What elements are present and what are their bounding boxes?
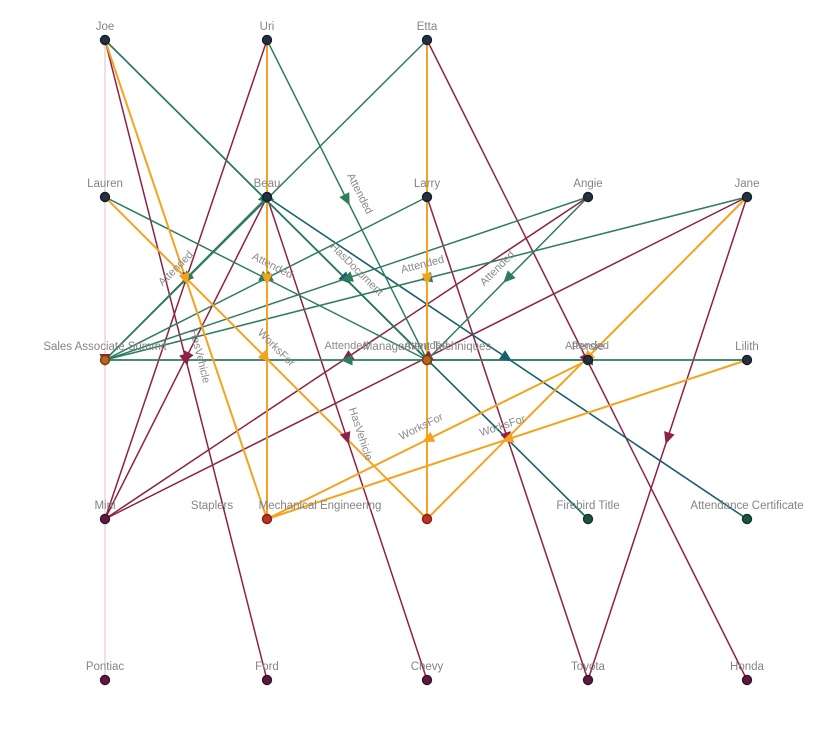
arrowhead-angie-sas [340,271,354,282]
node-label-joe: Joe [96,21,115,33]
node-label-chevy: Chevy [411,661,444,673]
node-mt[interactable] [421,354,433,366]
node-label-attcert: Attendance Certificate [690,500,803,512]
node-label-toyota: Toyota [571,661,605,673]
arrowhead-joe-staplers [178,272,190,286]
node-label-sas: Sales Associate Summit [43,341,167,353]
arrowhead-beau-chevy [339,431,351,445]
node-labels-layer: Joe Uri Etta Lauren Beau Larry Angie Jane Sales … [43,21,803,673]
node-sas[interactable] [99,354,111,366]
node-label-staplers: Staplers [191,500,233,512]
arrowhead-jane-toyota [664,431,675,445]
arrowhead-etta-mecheng [421,273,433,286]
node-persie[interactable] [582,354,594,366]
node-pontiac[interactable] [99,674,111,686]
node-label-firebird: Firebird Title [556,500,619,512]
edge-label-lauren-mt: Attended [250,251,295,282]
node-staplers[interactable] [261,513,273,525]
node-label-persie: Persie [572,341,605,353]
node-label-beau: Beau [254,178,281,190]
node-etta[interactable] [421,34,433,46]
edge-label-persie-staplers: WorksFor [397,411,445,443]
node-firebird[interactable] [582,513,594,525]
node-beau[interactable] [261,191,273,203]
node-label-honda: Honda [730,661,764,673]
arrowhead-persie-sas [340,354,353,366]
nodes-layer [99,34,753,686]
node-label-jane: Jane [735,178,760,190]
edge-label-lauren-mecheng: WorksFor [255,327,297,369]
node-larry[interactable] [421,191,433,203]
node-label-angie: Angie [573,178,602,190]
arrowhead-lauren-mecheng [257,349,271,363]
arrowhead-uri-mt [339,192,350,206]
node-attcert[interactable] [741,513,753,525]
node-toyota[interactable] [582,674,594,686]
node-label-uri: Uri [260,21,275,33]
node-label-lilith: Lilith [735,341,759,353]
node-ford[interactable] [261,674,273,686]
arrowhead-persie-staplers [422,431,436,443]
node-chevy[interactable] [421,674,433,686]
node-lilith[interactable] [741,354,753,366]
node-label-etta: Etta [417,21,438,33]
node-label-mini: Mini [94,500,115,512]
arrowhead-lilith-staplers [501,432,515,443]
node-label-ford: Ford [255,661,279,673]
node-label-mt: Managament Techniques [363,341,492,353]
node-mini[interactable] [99,513,111,525]
edge-label-angie-mt: Attended [478,249,517,289]
edge-label-persie-sas: Attended [324,340,368,352]
node-uri[interactable] [261,34,273,46]
arrowhead-angie-mt [503,270,516,283]
node-angie[interactable] [582,191,594,203]
node-mecheng[interactable] [421,513,433,525]
node-label-mecheng: Mechanical Engineering [259,500,382,512]
arrowhead-uri-staplers [261,273,273,286]
node-jane[interactable] [741,191,753,203]
node-joe[interactable] [99,34,111,46]
arrowheads-layer [99,191,675,445]
edge-label-beau-chevy: HasVehicle [346,406,375,462]
node-lauren[interactable] [99,191,111,203]
edge-label-lilith-sas: Attended [404,340,448,352]
node-label-lauren: Lauren [87,178,123,190]
arrowhead-beau-mini [183,350,194,364]
node-label-pontiac: Pontiac [86,661,125,673]
arrowhead-beau-attcert [498,350,512,362]
node-honda[interactable] [741,674,753,686]
node-label-larry: Larry [414,178,440,190]
edge-label-jane-sas: Attended [400,254,446,276]
edge-label-lilith-mt: Attended [565,340,609,352]
